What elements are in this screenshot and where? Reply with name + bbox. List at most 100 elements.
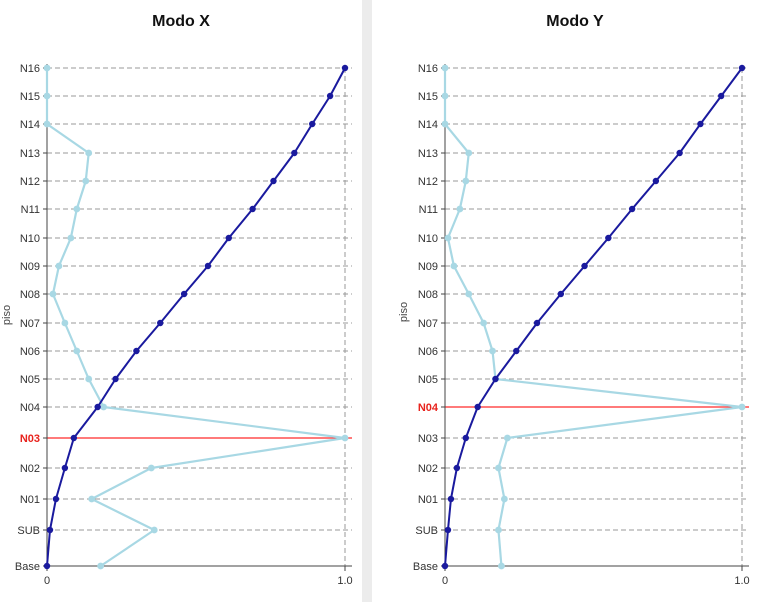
- x-tick-label: 1.0: [734, 575, 749, 587]
- y-tick-label: N06: [20, 346, 40, 358]
- data-point: [447, 495, 455, 503]
- y-tick-label: N16: [418, 63, 438, 75]
- y-tick-label: N02: [20, 463, 40, 475]
- data-point: [697, 120, 704, 128]
- data-point: [489, 347, 496, 355]
- data-point: [495, 464, 502, 472]
- data-point: [88, 495, 96, 503]
- data-point: [495, 526, 502, 534]
- y-tick-label: N06: [418, 346, 438, 358]
- data-point: [97, 562, 105, 570]
- data-point: [43, 562, 51, 570]
- data-point: [150, 526, 158, 534]
- data-point: [67, 234, 75, 242]
- data-point: [73, 347, 81, 355]
- y-tick-label: N02: [418, 463, 438, 475]
- data-point: [738, 403, 746, 411]
- y-tick-label: N13: [20, 148, 40, 160]
- y-tick-label: N13: [418, 148, 438, 160]
- data-point: [291, 149, 298, 157]
- y-tick-label: N03: [418, 433, 438, 445]
- y-tick-label: N15: [418, 91, 438, 103]
- data-point: [85, 149, 93, 157]
- data-point: [605, 234, 612, 242]
- data-point: [55, 262, 63, 270]
- y-tick-label: N14: [418, 119, 438, 131]
- y-tick-label: N05: [20, 374, 40, 386]
- y-tick-label: N04: [20, 402, 40, 414]
- data-point: [444, 234, 452, 242]
- data-point: [70, 434, 78, 442]
- chart-title: Modo Y: [546, 13, 604, 30]
- x-tick-label: 0: [44, 575, 50, 587]
- y-tick-label: N01: [418, 494, 438, 506]
- x-tick-label: 0: [442, 575, 448, 587]
- data-point: [82, 177, 90, 185]
- data-point: [718, 92, 725, 100]
- data-point: [441, 562, 449, 570]
- data-point: [462, 434, 469, 442]
- data-point: [441, 64, 449, 72]
- y-tick-label: N07: [20, 318, 40, 330]
- y-tick-label: N04: [418, 402, 439, 414]
- y-tick-label: N08: [418, 289, 438, 301]
- data-point: [73, 205, 81, 213]
- y-tick-label: Base: [413, 561, 438, 573]
- y-tick-label: N12: [20, 176, 40, 188]
- data-point: [557, 290, 565, 298]
- y-tick-label: Base: [15, 561, 40, 573]
- x-tick-label: 1.0: [337, 575, 352, 587]
- data-point: [441, 120, 449, 128]
- data-point: [61, 319, 69, 327]
- y-tick-label: N09: [20, 261, 40, 273]
- data-point: [480, 319, 488, 327]
- data-point: [61, 464, 69, 472]
- y-tick-label: N07: [418, 318, 438, 330]
- y-tick-label: N08: [20, 289, 40, 301]
- data-point: [492, 375, 499, 383]
- chart-panel-modo-y: Modo Y Base SUB N01 N02 N03 N04 N05 N06 N07 N08 N09…: [372, 0, 768, 602]
- data-point: [43, 120, 51, 128]
- data-point: [52, 495, 60, 503]
- data-point: [43, 64, 51, 72]
- data-point: [85, 375, 93, 383]
- y-tick-label: N10: [418, 233, 438, 245]
- data-point: [249, 205, 256, 213]
- data-point: [450, 262, 458, 270]
- data-point: [441, 92, 449, 100]
- y-tick-label: N16: [20, 63, 40, 75]
- data-point: [456, 205, 464, 213]
- y-tick-label: N03: [20, 433, 40, 445]
- data-point: [204, 262, 212, 270]
- data-point: [225, 234, 232, 242]
- data-point: [46, 526, 54, 534]
- y-tick-label: N05: [418, 374, 438, 386]
- data-point: [738, 64, 746, 72]
- data-point: [147, 464, 155, 472]
- data-point: [453, 464, 461, 472]
- y-tick-label: N01: [20, 494, 40, 506]
- data-point: [676, 149, 683, 157]
- y-tick-label: N14: [20, 119, 40, 131]
- chart-modo-x: Modo X Base SUB N01 N02 N03 N04 N05 N06 N07 N08 N09…: [1, 13, 353, 587]
- data-point: [341, 64, 349, 72]
- chart-modo-y: Modo Y Base SUB N01 N02 N03 N04 N05 N06 N07 N08 N09…: [398, 13, 750, 587]
- chart-title: Modo X: [152, 13, 210, 30]
- data-point: [270, 177, 277, 185]
- data-point: [326, 92, 334, 100]
- data-point: [533, 319, 541, 327]
- y-axis-label: piso: [1, 305, 13, 325]
- data-point: [652, 177, 660, 185]
- y-tick-label: SUB: [17, 525, 40, 537]
- data-point: [465, 290, 473, 298]
- data-point: [94, 403, 101, 411]
- y-tick-label: N12: [418, 176, 438, 188]
- data-point: [112, 375, 119, 383]
- y-tick-label: N11: [419, 204, 438, 216]
- data-point: [503, 434, 511, 442]
- y-tick-label: N10: [20, 233, 40, 245]
- data-point: [43, 92, 51, 100]
- chart-panel-modo-x: Modo X Base SUB N01 N02 N03 N04 N05 N06 N07 N08 N09…: [0, 0, 362, 602]
- y-axis-label: piso: [398, 302, 410, 322]
- series-line: [45, 68, 347, 567]
